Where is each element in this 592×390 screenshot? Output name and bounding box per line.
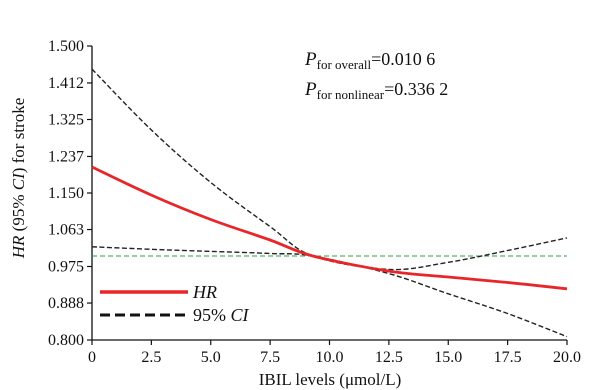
y-tick-label: 0.800 bbox=[48, 332, 84, 349]
y-axis-title-mid: (95% bbox=[9, 190, 28, 235]
y-tick-label: 1.412 bbox=[48, 75, 84, 92]
legend: HR 95% CI bbox=[100, 282, 250, 325]
x-tick-label: 17.5 bbox=[494, 349, 522, 366]
p-nonlinear-annotation: Pfor nonlinear=0.336 2 bbox=[304, 79, 448, 102]
y-tick-label: 0.975 bbox=[48, 259, 84, 276]
x-tick-label: 20.0 bbox=[553, 349, 581, 366]
y-tick-label: 1.063 bbox=[48, 222, 84, 239]
y-axis-title-end: ) for stroke bbox=[9, 98, 28, 174]
x-tick-label: 12.5 bbox=[375, 349, 403, 366]
p-overall-annotation: Pfor overall=0.010 6 bbox=[304, 49, 435, 72]
p-overall-p: P bbox=[304, 49, 317, 70]
y-tick-label: 1.325 bbox=[48, 112, 84, 129]
p-overall-value: =0.010 6 bbox=[371, 49, 435, 69]
p-nonlinear-sub: for nonlinear bbox=[317, 87, 385, 102]
x-tick-label: 5.0 bbox=[201, 349, 221, 366]
y-tick-label: 1.237 bbox=[48, 148, 84, 165]
p-nonlinear-value: =0.336 2 bbox=[384, 79, 448, 99]
x-axis-title: IBIL levels (μmol/L) bbox=[259, 370, 402, 389]
y-axis-title: HR (95% CI) for stroke bbox=[9, 98, 28, 260]
hr-line bbox=[91, 165, 568, 291]
legend-ci-label-num: 95% bbox=[193, 305, 231, 325]
y-axis-title-hr: HR bbox=[9, 235, 28, 259]
legend-hr-label: HR bbox=[192, 282, 217, 302]
legend-ci-label: 95% CI bbox=[193, 305, 250, 325]
x-tick-label: 0 bbox=[88, 349, 96, 366]
legend-ci-label-ci: CI bbox=[231, 305, 250, 325]
x-tick-label: 7.5 bbox=[260, 349, 280, 366]
y-tick-label: 0.888 bbox=[48, 295, 84, 312]
p-overall-sub: for overall bbox=[317, 57, 372, 72]
x-tick-label: 2.5 bbox=[141, 349, 161, 366]
p-nonlinear-p: P bbox=[304, 79, 317, 100]
y-tick-label: 1.150 bbox=[48, 185, 84, 202]
y-tick-label: 1.500 bbox=[48, 38, 84, 55]
plot-area: 0.800 0.888 0.975 1.063 1.150 1.237 1.325 1.412… bbox=[48, 38, 581, 366]
x-tick-label: 15.0 bbox=[434, 349, 462, 366]
x-tick-label: 10.0 bbox=[316, 349, 344, 366]
y-axis-title-ci: CI bbox=[9, 172, 28, 190]
